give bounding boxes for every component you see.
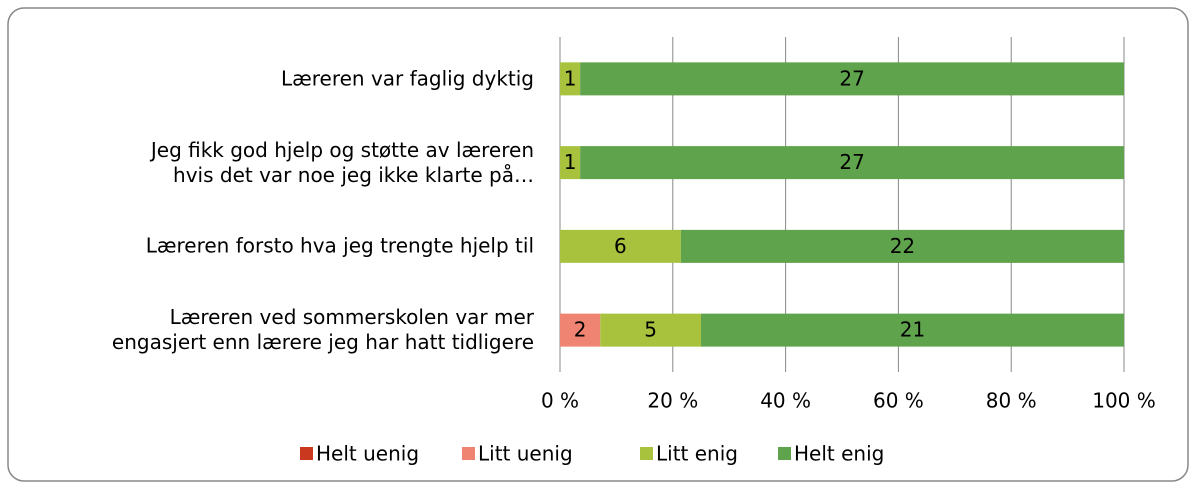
y-tick-label: Jeg fikk god hjelp og støtte av læreren … [150,137,534,187]
bar-segment [560,62,581,96]
bar-segment [560,229,681,263]
x-tick-label: 20 % [647,389,698,413]
bar-segment [560,313,601,347]
x-tick-label: 100 % [1092,389,1156,413]
legend-label: Litt uenig [478,442,573,466]
bar-segment [701,313,1124,347]
bar-segment [580,62,1124,96]
bar-segment [560,146,581,180]
bar-segment [600,313,701,347]
legend-swatch [778,447,791,460]
data-label: 27 [839,66,864,90]
data-label: 2 [574,318,587,342]
data-label: 22 [890,234,915,258]
data-label: 1 [564,66,577,90]
y-tick-label: Læreren forsto hva jeg trengte hjelp til [145,233,534,258]
legend-label: Litt enig [656,442,738,466]
data-label: 27 [839,150,864,174]
legend-label: Helt uenig [316,442,419,466]
x-tick-label: 80 % [986,389,1037,413]
legend-swatch [640,447,653,460]
x-tick-label: 40 % [760,389,811,413]
data-label: 21 [900,318,925,342]
bar-segment [580,146,1124,180]
legend-swatch [300,447,313,460]
x-tick-label: 0 % [541,389,579,413]
legend-label: Helt enig [794,442,884,466]
bar-segment [680,229,1124,263]
y-tick-label: Læreren var faglig dyktig [280,66,534,91]
data-label: 1 [564,150,577,174]
x-tick-label: 60 % [873,389,924,413]
data-label: 5 [644,318,657,342]
y-tick-label: Læreren ved sommerskolen var mer engasje… [111,305,534,355]
legend-swatch [462,447,475,460]
data-label: 6 [614,234,627,258]
